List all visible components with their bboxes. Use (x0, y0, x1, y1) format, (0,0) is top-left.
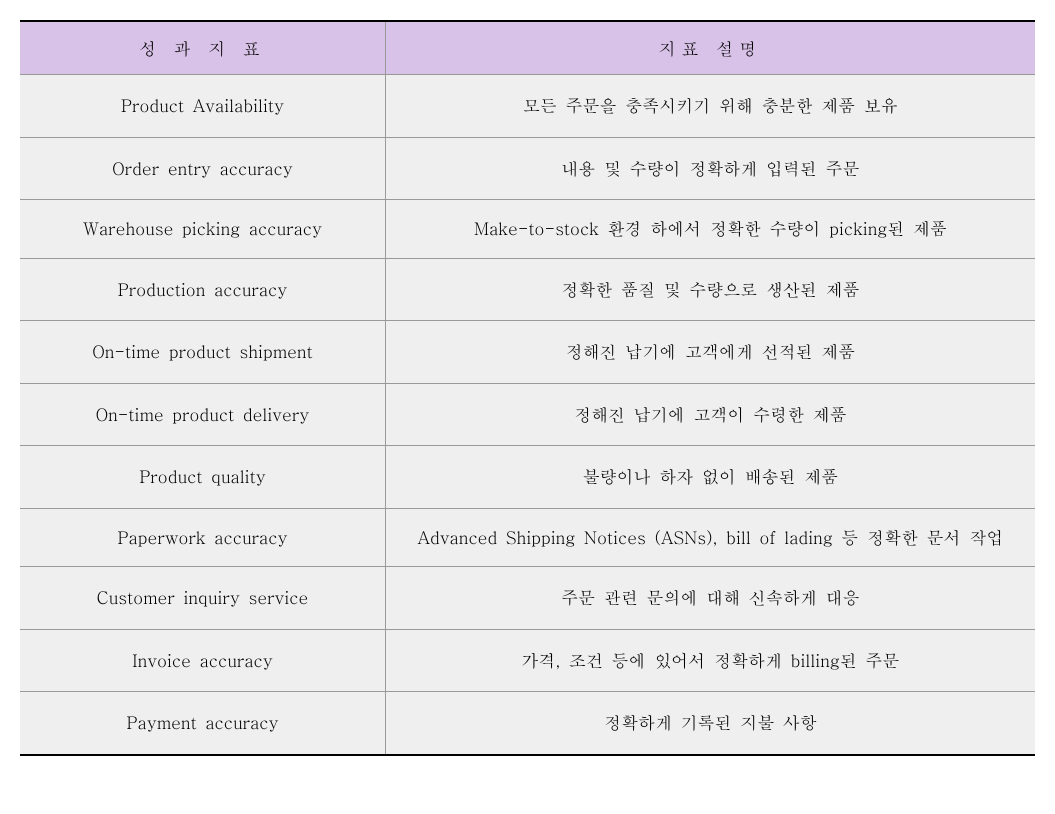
table-row: Invoice accuracy가격, 조건 등에 있어서 정확하게 billi… (20, 629, 1035, 692)
cell-indicator: Product Availability (20, 75, 385, 138)
table-row: Customer inquiry service주문 관련 문의에 대해 신속하… (20, 567, 1035, 630)
cell-description: 내용 및 수량이 정확하게 입력된 주문 (385, 137, 1035, 200)
table-row: On-time product delivery정해진 납기에 고객이 수령한 … (20, 383, 1035, 446)
cell-indicator: Production accuracy (20, 258, 385, 321)
cell-indicator: Customer inquiry service (20, 567, 385, 630)
table-body: Product Availability모든 주문을 충족시키기 위해 충분한 … (20, 75, 1035, 755)
cell-description: 가격, 조건 등에 있어서 정확하게 billing된 주문 (385, 629, 1035, 692)
cell-indicator: Paperwork accuracy (20, 508, 385, 567)
table-row: Payment accuracy정확하게 기록된 지불 사항 (20, 692, 1035, 755)
cell-indicator: Invoice accuracy (20, 629, 385, 692)
cell-description: Make-to-stock 환경 하에서 정확한 수량이 picking된 제품 (385, 200, 1035, 259)
cell-description: 정확한 품질 및 수량으로 생산된 제품 (385, 258, 1035, 321)
cell-indicator: On-time product shipment (20, 321, 385, 384)
table-row: Product Availability모든 주문을 충족시키기 위해 충분한 … (20, 75, 1035, 138)
cell-description: 불량이나 하자 없이 배송된 제품 (385, 446, 1035, 509)
cell-description: Advanced Shipping Notices (ASNs), bill o… (385, 508, 1035, 567)
header-row: 성 과 지 표 지표 설명 (20, 21, 1035, 75)
cell-indicator: Product quality (20, 446, 385, 509)
table-row: Warehouse picking accuracyMake-to-stock … (20, 200, 1035, 259)
table-row: Production accuracy정확한 품질 및 수량으로 생산된 제품 (20, 258, 1035, 321)
cell-indicator: Warehouse picking accuracy (20, 200, 385, 259)
cell-indicator: Order entry accuracy (20, 137, 385, 200)
table-header: 성 과 지 표 지표 설명 (20, 21, 1035, 75)
cell-description: 정해진 납기에 고객이 수령한 제품 (385, 383, 1035, 446)
header-col-indicator: 성 과 지 표 (20, 21, 385, 75)
table-row: Paperwork accuracyAdvanced Shipping Noti… (20, 508, 1035, 567)
table-row: Order entry accuracy내용 및 수량이 정확하게 입력된 주문 (20, 137, 1035, 200)
cell-indicator: Payment accuracy (20, 692, 385, 755)
cell-description: 정해진 납기에 고객에게 선적된 제품 (385, 321, 1035, 384)
cell-indicator: On-time product delivery (20, 383, 385, 446)
header-col-description: 지표 설명 (385, 21, 1035, 75)
cell-description: 모든 주문을 충족시키기 위해 충분한 제품 보유 (385, 75, 1035, 138)
cell-description: 주문 관련 문의에 대해 신속하게 대응 (385, 567, 1035, 630)
table-row: On-time product shipment정해진 납기에 고객에게 선적된… (20, 321, 1035, 384)
performance-indicators-table: 성 과 지 표 지표 설명 Product Availability모든 주문을… (20, 20, 1035, 756)
table-row: Product quality불량이나 하자 없이 배송된 제품 (20, 446, 1035, 509)
cell-description: 정확하게 기록된 지불 사항 (385, 692, 1035, 755)
indicators-table: 성 과 지 표 지표 설명 Product Availability모든 주문을… (20, 20, 1035, 756)
